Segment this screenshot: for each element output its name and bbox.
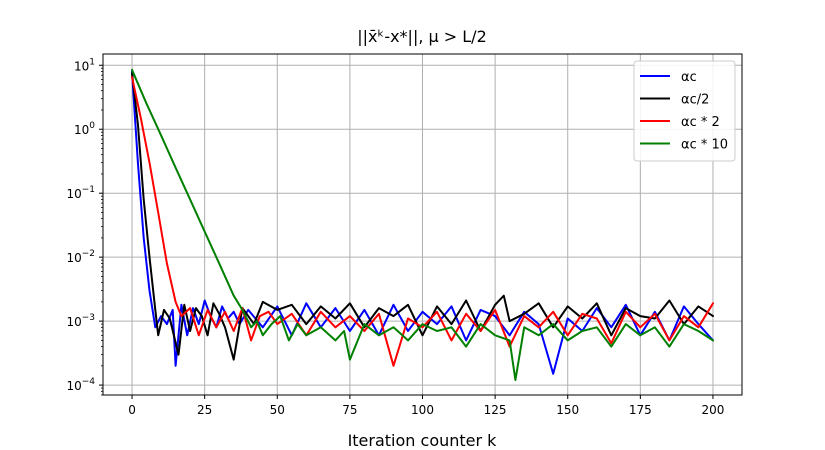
- x-tick-label: 175: [629, 403, 652, 417]
- y-tick-label: 10−2: [66, 249, 95, 265]
- x-tick-label: 75: [342, 403, 357, 417]
- grid: [103, 54, 742, 395]
- y-tick-label: 101: [74, 57, 95, 73]
- x-axis-label: Iteration counter k: [348, 431, 498, 450]
- x-tick-label: 100: [411, 403, 434, 417]
- x-tick-label: 150: [556, 403, 579, 417]
- x-tick-label: 200: [702, 403, 725, 417]
- series-line-3: [131, 76, 714, 367]
- x-tick-label: 50: [270, 403, 285, 417]
- x-tick-label: 125: [484, 403, 507, 417]
- axis-ticks: 0 25 50 75 100 125 150 175 200 10−4 10−3 10−2 10−1 10…: [66, 57, 724, 417]
- series-lines: [131, 68, 714, 381]
- legend-label: αc: [681, 70, 697, 85]
- legend-label: αc * 10: [681, 138, 728, 153]
- legend-box: [633, 60, 736, 162]
- legend-label: αc/2: [681, 93, 709, 108]
- y-tick-label: 10−1: [66, 185, 95, 201]
- y-tick-label: 10−4: [66, 377, 95, 393]
- series-line-2: [131, 72, 714, 361]
- series-line-4: [131, 68, 714, 381]
- y-tick-label: 10−3: [66, 313, 95, 329]
- x-tick-label: 25: [197, 403, 212, 417]
- x-tick-label: 0: [128, 403, 136, 417]
- chart-title: ||x̄ᵏ-x*||, μ > L/2: [357, 27, 487, 46]
- y-tick-label: 100: [74, 121, 95, 137]
- legend: αc αc/2 αc * 2 αc * 10: [633, 60, 736, 162]
- series-line-1: [131, 70, 714, 375]
- legend-label: αc * 2: [681, 115, 720, 130]
